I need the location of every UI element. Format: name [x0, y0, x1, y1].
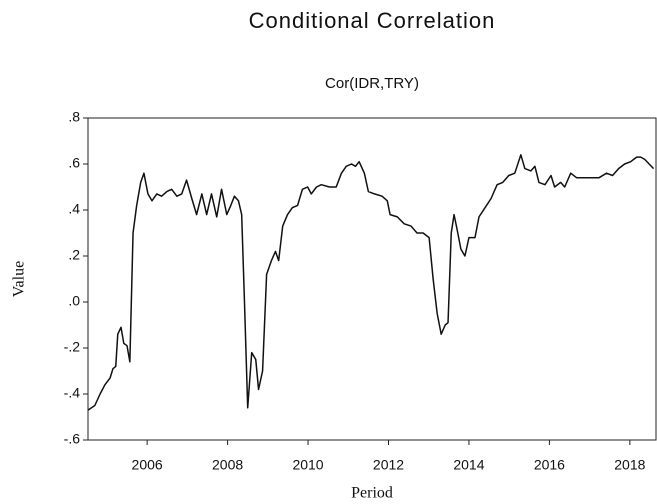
chart-title: Conditional Correlation — [249, 8, 496, 33]
y-tick-label: -.4 — [64, 385, 81, 401]
x-tick-label: 2008 — [212, 457, 243, 473]
y-axis-label: Value — [11, 261, 28, 297]
y-tick-label: -.2 — [64, 339, 81, 355]
y-tick-label: .8 — [68, 109, 80, 125]
x-tick-label: 2012 — [373, 457, 404, 473]
x-tick-label: 2006 — [132, 457, 163, 473]
x-axis-label: Period — [351, 485, 393, 502]
y-tick-label: .2 — [68, 247, 80, 263]
y-tick-label: .4 — [68, 201, 80, 217]
chart-subtitle: Cor(IDR,TRY) — [325, 75, 419, 92]
line-series — [87, 154, 655, 411]
y-tick-label: .6 — [68, 155, 80, 171]
y-tick-label: -.6 — [64, 431, 81, 447]
x-tick-label: 2014 — [453, 457, 484, 473]
x-tick-label: 2010 — [292, 457, 323, 473]
y-tick-label: .0 — [68, 293, 80, 309]
x-tick-label: 2016 — [534, 457, 565, 473]
plot-frame — [87, 117, 657, 441]
x-tick-label: 2018 — [614, 457, 645, 473]
